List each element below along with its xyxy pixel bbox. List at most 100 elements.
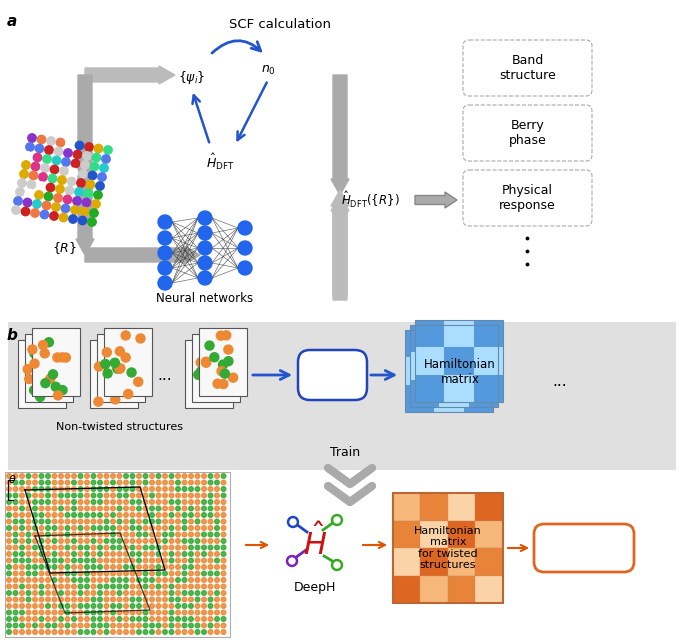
Circle shape xyxy=(78,630,83,634)
Text: $\hat{H}_{\mathrm{DFT}}$: $\hat{H}_{\mathrm{DFT}}$ xyxy=(206,152,234,172)
Circle shape xyxy=(104,486,109,492)
Circle shape xyxy=(208,474,213,478)
Circle shape xyxy=(182,493,187,498)
Circle shape xyxy=(111,493,115,498)
Circle shape xyxy=(58,353,66,362)
Circle shape xyxy=(150,500,154,504)
Circle shape xyxy=(156,519,161,524)
Circle shape xyxy=(26,591,31,595)
Circle shape xyxy=(7,532,11,537)
Circle shape xyxy=(221,532,226,537)
Circle shape xyxy=(208,525,213,531)
Circle shape xyxy=(52,623,57,628)
Circle shape xyxy=(221,525,226,531)
Circle shape xyxy=(137,513,141,517)
Circle shape xyxy=(59,506,63,511)
Circle shape xyxy=(182,525,187,531)
Circle shape xyxy=(72,617,76,621)
Circle shape xyxy=(175,552,180,556)
Circle shape xyxy=(158,215,172,229)
Circle shape xyxy=(59,591,63,595)
Circle shape xyxy=(80,207,88,216)
Circle shape xyxy=(130,604,135,608)
Circle shape xyxy=(46,552,50,556)
Circle shape xyxy=(13,584,18,589)
Circle shape xyxy=(169,597,174,602)
Circle shape xyxy=(169,630,174,634)
Circle shape xyxy=(175,493,180,498)
Bar xyxy=(475,575,503,603)
Circle shape xyxy=(136,334,145,343)
Circle shape xyxy=(104,513,109,517)
Circle shape xyxy=(201,539,206,543)
Circle shape xyxy=(65,545,70,550)
Circle shape xyxy=(117,545,122,550)
Circle shape xyxy=(130,630,135,634)
Circle shape xyxy=(13,597,18,602)
Circle shape xyxy=(33,623,37,628)
Circle shape xyxy=(65,532,70,537)
Circle shape xyxy=(143,597,148,602)
FancyArrow shape xyxy=(85,246,200,264)
Bar xyxy=(405,385,434,412)
Circle shape xyxy=(214,474,219,478)
Circle shape xyxy=(188,545,193,550)
Circle shape xyxy=(59,474,63,478)
Circle shape xyxy=(107,366,116,375)
Circle shape xyxy=(78,597,83,602)
Bar xyxy=(410,353,439,380)
Circle shape xyxy=(91,552,96,556)
Circle shape xyxy=(188,539,193,543)
Circle shape xyxy=(52,604,57,608)
Circle shape xyxy=(150,539,154,543)
Text: Hamiltonian
matrix: Hamiltonian matrix xyxy=(424,358,496,386)
Circle shape xyxy=(59,564,63,570)
Circle shape xyxy=(63,195,72,204)
Circle shape xyxy=(91,506,96,511)
Circle shape xyxy=(33,604,37,608)
Circle shape xyxy=(46,532,50,537)
Circle shape xyxy=(137,486,141,492)
Circle shape xyxy=(46,584,50,589)
Circle shape xyxy=(117,539,122,543)
Circle shape xyxy=(39,623,44,628)
Circle shape xyxy=(39,597,44,602)
Circle shape xyxy=(143,493,148,498)
Circle shape xyxy=(20,539,24,543)
Circle shape xyxy=(100,164,108,172)
Circle shape xyxy=(85,617,89,621)
Circle shape xyxy=(39,539,44,543)
Circle shape xyxy=(182,500,187,504)
Circle shape xyxy=(65,597,70,602)
Circle shape xyxy=(214,571,219,576)
Circle shape xyxy=(111,539,115,543)
Bar xyxy=(473,348,503,374)
Circle shape xyxy=(201,486,206,492)
Circle shape xyxy=(39,610,44,615)
Circle shape xyxy=(175,630,180,634)
Circle shape xyxy=(68,215,77,223)
Circle shape xyxy=(175,480,180,485)
Circle shape xyxy=(85,623,89,628)
Circle shape xyxy=(104,500,109,504)
Circle shape xyxy=(59,525,63,531)
Circle shape xyxy=(163,493,167,498)
Circle shape xyxy=(101,360,110,369)
Circle shape xyxy=(7,571,11,576)
Circle shape xyxy=(52,564,57,570)
Circle shape xyxy=(163,513,167,517)
Text: b: b xyxy=(7,328,18,343)
Circle shape xyxy=(200,379,209,388)
Circle shape xyxy=(39,513,44,517)
Circle shape xyxy=(111,506,115,511)
Circle shape xyxy=(78,571,83,576)
Circle shape xyxy=(182,519,187,524)
Circle shape xyxy=(163,500,167,504)
Circle shape xyxy=(214,564,219,570)
Circle shape xyxy=(137,623,141,628)
Circle shape xyxy=(111,558,115,563)
Bar xyxy=(434,385,464,412)
Circle shape xyxy=(216,331,225,340)
Bar xyxy=(410,325,498,407)
Circle shape xyxy=(198,241,212,255)
